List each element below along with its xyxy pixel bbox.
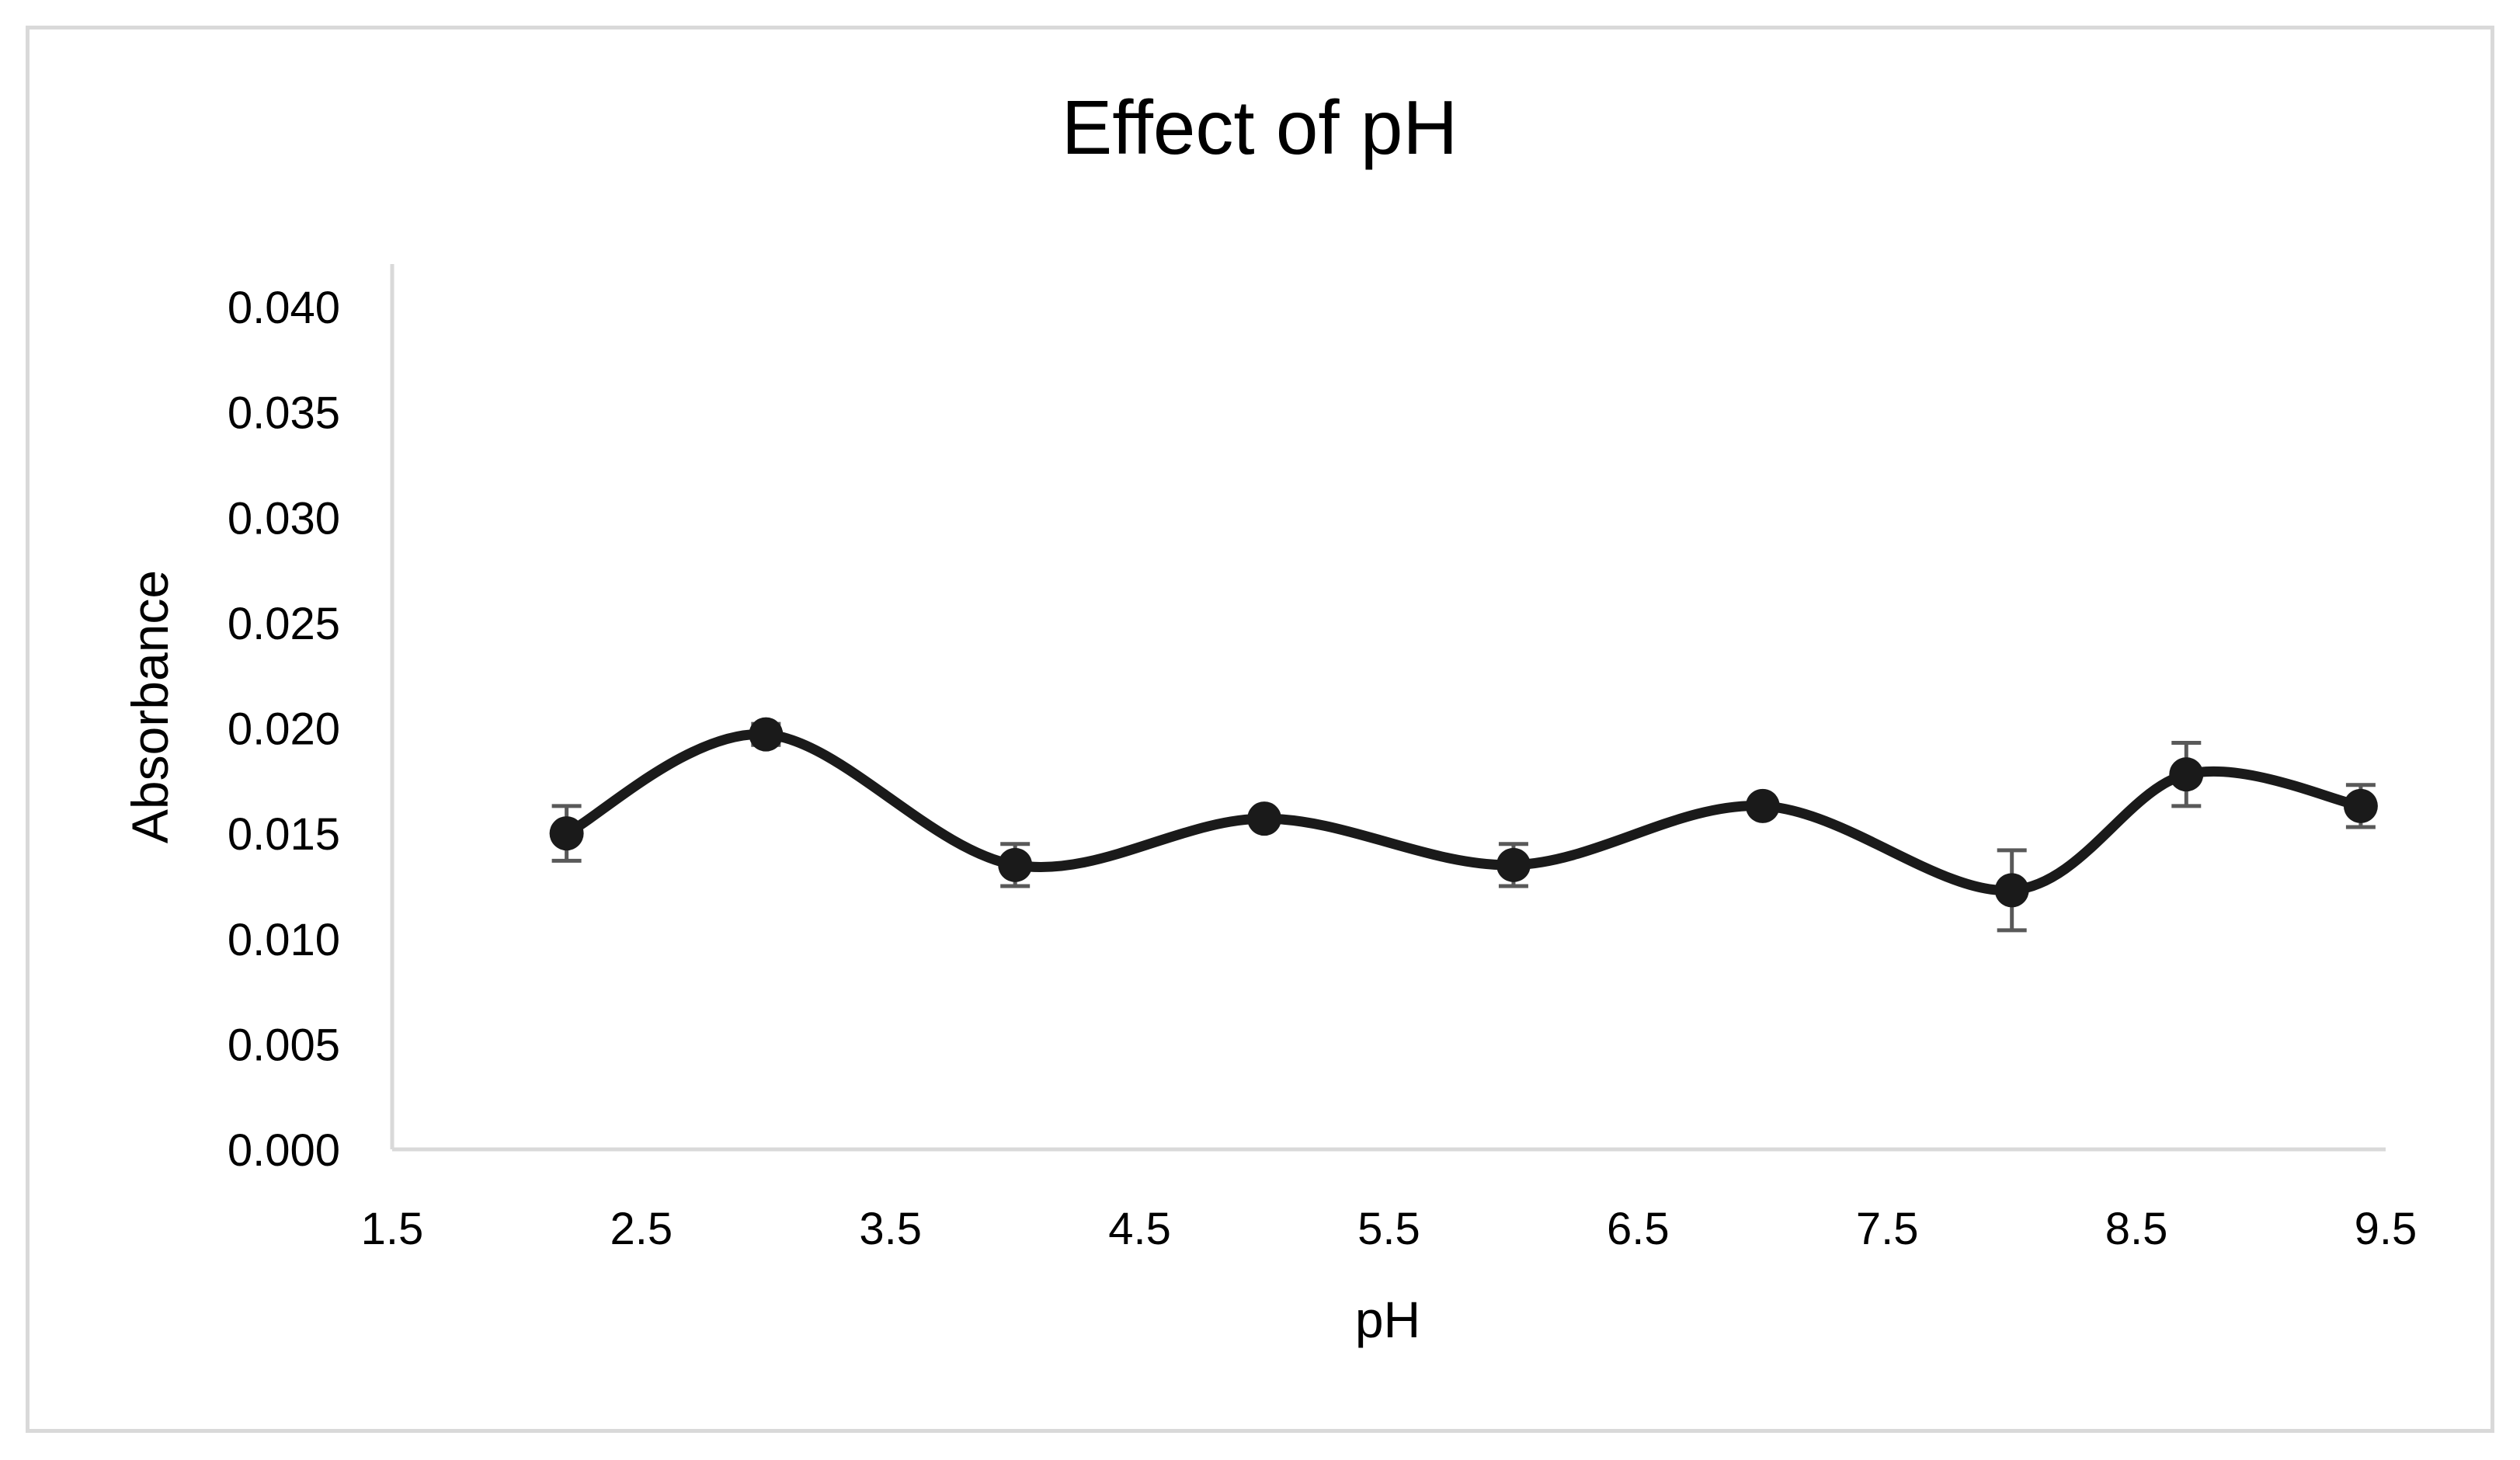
data-point — [2169, 757, 2204, 792]
data-point — [2343, 788, 2378, 823]
y-tick-label: 0.005 — [228, 1020, 340, 1070]
y-tick-label: 0.025 — [228, 599, 340, 649]
data-point — [1745, 788, 1780, 823]
x-tick-label: 6.5 — [1607, 1204, 1670, 1254]
x-tick-label: 2.5 — [610, 1204, 673, 1254]
data-point — [1496, 847, 1531, 882]
x-tick-label: 3.5 — [859, 1204, 922, 1254]
y-tick-label: 0.015 — [228, 809, 340, 860]
series-line — [561, 729, 2366, 896]
y-tick-label: 0.000 — [228, 1125, 340, 1176]
y-tick-label: 0.020 — [228, 704, 340, 755]
x-tick-label: 7.5 — [1856, 1204, 1919, 1254]
y-tick-label: 0.035 — [228, 388, 340, 439]
y-axis-title: Absorbance — [121, 570, 179, 843]
x-tick-label: 9.5 — [2355, 1204, 2417, 1254]
x-axis-title: pH — [1355, 1291, 1420, 1348]
data-point — [998, 847, 1033, 882]
data-point — [549, 816, 584, 851]
data-point — [1994, 873, 2029, 908]
y-tick-label: 0.010 — [228, 915, 340, 965]
x-tick-label: 1.5 — [361, 1204, 424, 1254]
x-tick-label: 5.5 — [1357, 1204, 1420, 1254]
data-point — [749, 717, 784, 752]
chart-frame — [26, 26, 2494, 1433]
chart-title: Effect of pH — [1062, 85, 1458, 170]
y-tick-label: 0.030 — [228, 493, 340, 544]
data-point — [1247, 801, 1282, 836]
x-tick-label: 4.5 — [1108, 1204, 1171, 1254]
axes — [390, 264, 2386, 1152]
tick-labels: 1.5 2.5 3.5 4.5 5.5 6.5 7.5 8.5 9.5 0.000 0.005 0.0… — [228, 283, 2417, 1254]
plot-series — [549, 717, 2378, 933]
y-tick-label: 0.040 — [228, 283, 340, 333]
x-tick-label: 8.5 — [2105, 1204, 2168, 1254]
